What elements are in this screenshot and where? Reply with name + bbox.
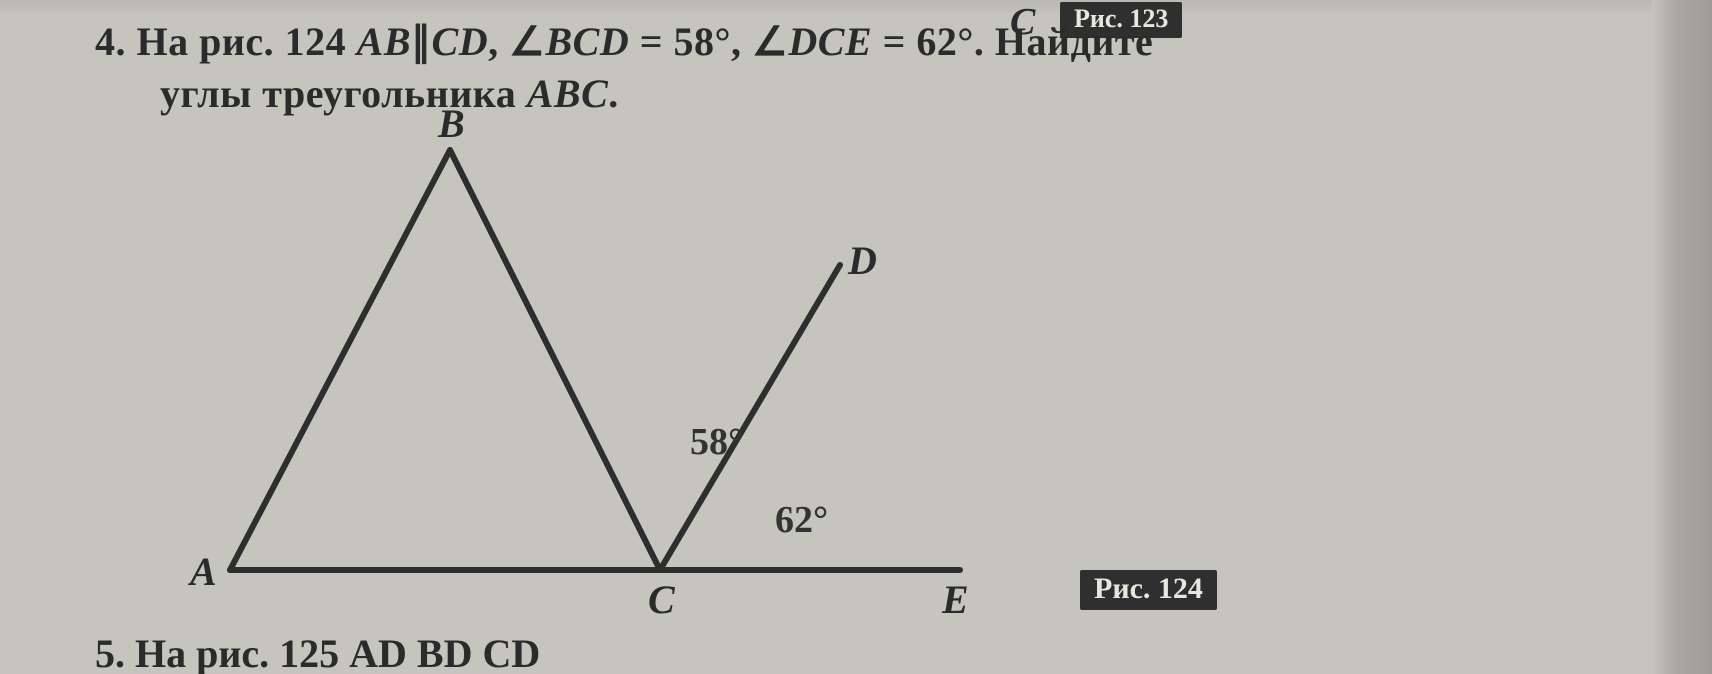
problem-text-line-1: 4. На рис. 124 AB∥CD, ∠BCD = 58°, ∠DCE =… xyxy=(95,18,1153,65)
figure-124: A B C D E 58° 62° xyxy=(190,120,1090,620)
parallel-symbol: ∥ xyxy=(411,19,432,64)
segment-ab: AB xyxy=(357,19,411,64)
page-top-strip xyxy=(0,0,1652,14)
vertex-label-b: B xyxy=(438,100,465,147)
triangle-abc: ABC xyxy=(527,71,609,116)
problem-dot: . xyxy=(608,71,619,116)
next-problem-partial: 5. На рис. 125 AD BD CD xyxy=(95,630,540,674)
angle-bcd-value: = 58°, xyxy=(629,19,752,64)
segment-cd: CD xyxy=(432,19,489,64)
angle-symbol-1: ∠ xyxy=(509,19,545,64)
angle-label-bcd: 58° xyxy=(690,420,743,464)
problem-tail: Найдите xyxy=(995,19,1153,64)
vertex-label-d: D xyxy=(848,237,877,284)
angle-symbol-2: ∠ xyxy=(752,19,788,64)
angle-dce-value: = 62°. xyxy=(872,19,995,64)
problem-number: 4. xyxy=(95,19,126,64)
figure-caption-badge-124: Рис. 124 xyxy=(1080,570,1217,610)
angle-name-bcd: BCD xyxy=(545,19,629,64)
sep-1: , xyxy=(488,19,509,64)
problem-prefix: На рис. 124 xyxy=(137,19,357,64)
vertex-label-e: E xyxy=(942,576,969,623)
vertex-label-a: A xyxy=(190,548,217,595)
page-right-edge xyxy=(1652,0,1712,674)
vertex-label-c: C xyxy=(648,576,675,623)
page-root: C Рис. 123 4. На рис. 124 AB∥CD, ∠BCD = … xyxy=(0,0,1712,674)
problem-text-line-2: углы треугольника ABC. xyxy=(160,70,619,117)
problem-line2-text: углы треугольника xyxy=(160,71,527,116)
next-problem-text: 5. На рис. 125 AD BD CD xyxy=(95,631,540,674)
angle-label-dce: 62° xyxy=(775,498,828,542)
angle-name-dce: DCE xyxy=(788,19,872,64)
figure-svg xyxy=(190,120,1090,620)
geometry-lines xyxy=(230,150,960,570)
